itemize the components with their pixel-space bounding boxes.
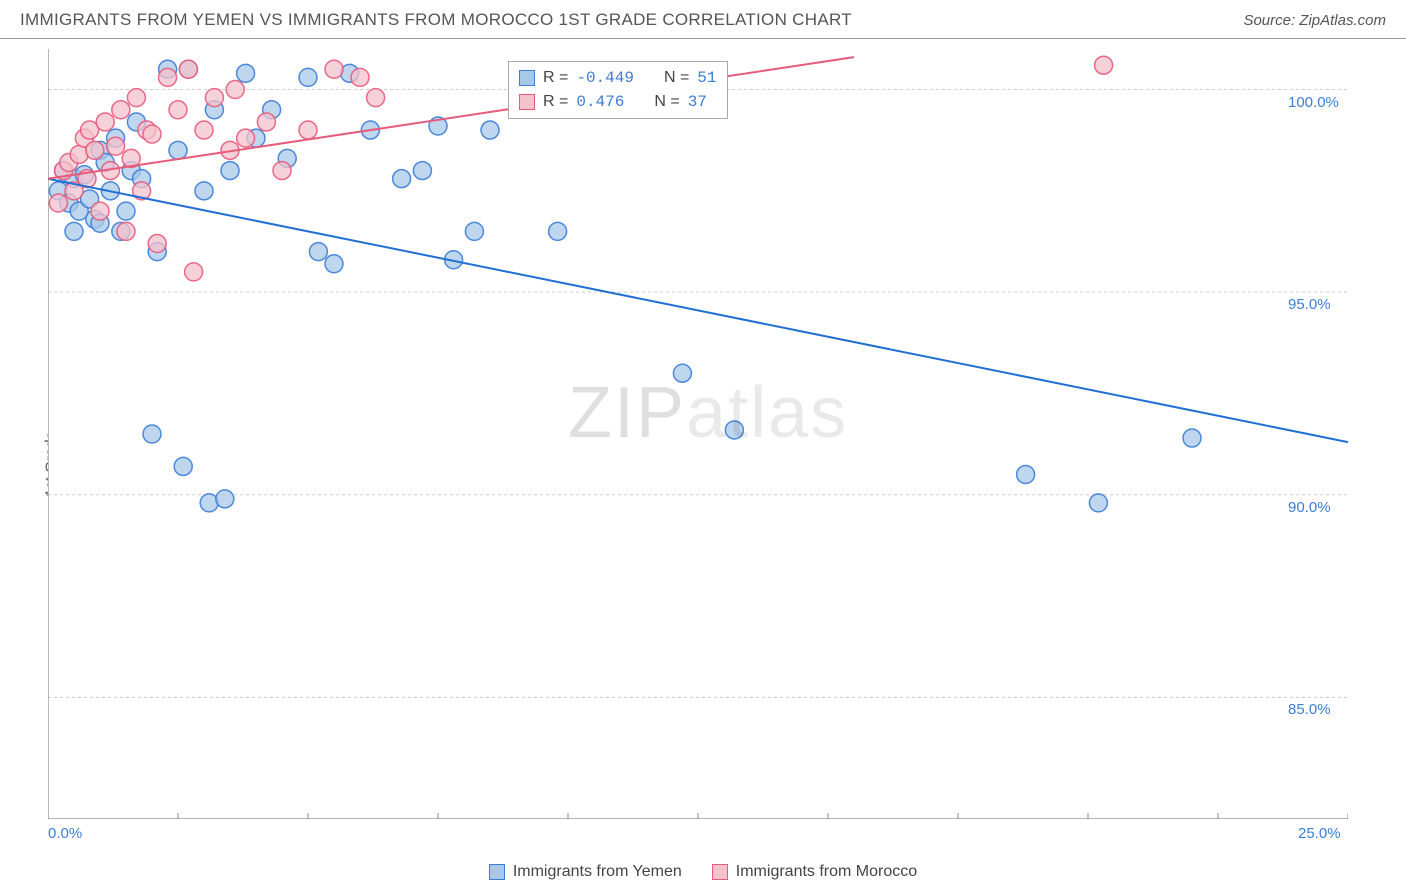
legend-label: Immigrants from Yemen — [513, 863, 682, 881]
r-label: R = — [543, 66, 568, 90]
y-tick-label: 100.0% — [1288, 94, 1339, 111]
chart-source: Source: ZipAtlas.com — [1243, 12, 1386, 29]
series-legend: Immigrants from Yemen Immigrants from Mo… — [0, 863, 1406, 881]
r-value: -0.449 — [576, 66, 634, 90]
y-tick-label: 90.0% — [1288, 499, 1331, 516]
legend-top-row: R = 0.476 N = 37 — [519, 90, 717, 114]
legend-top-row: R = -0.449 N = 51 — [519, 66, 717, 90]
n-value: 37 — [688, 90, 707, 114]
n-label: N = — [654, 90, 679, 114]
legend-swatch-icon — [519, 70, 535, 86]
legend-item-morocco: Immigrants from Morocco — [712, 863, 917, 881]
y-tick-label: 85.0% — [1288, 701, 1331, 718]
legend-swatch-icon — [489, 864, 505, 880]
legend-label: Immigrants from Morocco — [736, 863, 917, 881]
r-label: R = — [543, 90, 568, 114]
chart-title: IMMIGRANTS FROM YEMEN VS IMMIGRANTS FROM… — [20, 10, 852, 30]
r-value: 0.476 — [576, 90, 624, 114]
n-value: 51 — [697, 66, 716, 90]
chart-area: 1st Grade ZIPatlas R =-0.449N =51R = 0.4… — [0, 39, 1406, 889]
y-tick-label: 95.0% — [1288, 296, 1331, 313]
legend-swatch-icon — [712, 864, 728, 880]
legend-swatch-icon — [519, 94, 535, 110]
n-label: N = — [664, 66, 689, 90]
x-tick-label: 0.0% — [48, 825, 82, 842]
correlation-legend: R =-0.449N =51R = 0.476N =37 — [508, 61, 728, 119]
x-tick-label: 25.0% — [1298, 825, 1341, 842]
legend-item-yemen: Immigrants from Yemen — [489, 863, 682, 881]
scatter-plot — [48, 49, 1348, 819]
chart-header: IMMIGRANTS FROM YEMEN VS IMMIGRANTS FROM… — [0, 0, 1406, 39]
